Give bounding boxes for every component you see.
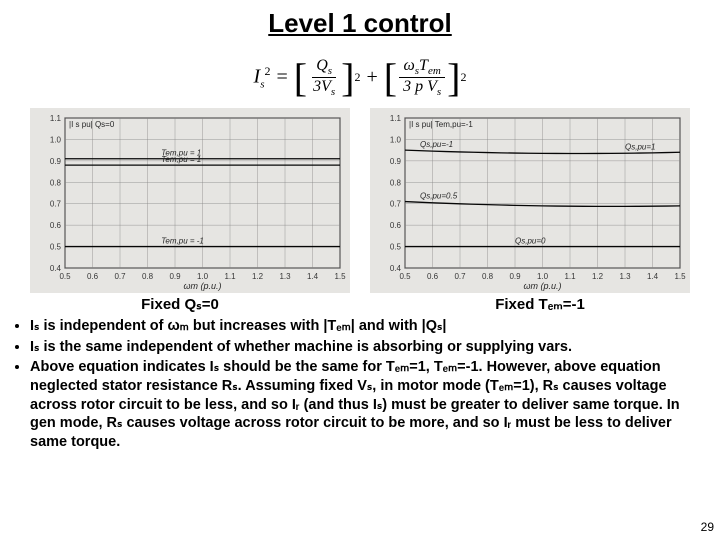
svg-text:Qs,pu=-1: Qs,pu=-1: [420, 141, 453, 150]
svg-text:0.8: 0.8: [142, 272, 154, 281]
svg-text:1.2: 1.2: [592, 272, 604, 281]
captions-row: Fixed Qₛ=0 Fixed Tₑₘ=-1: [0, 295, 720, 313]
svg-text:1.5: 1.5: [334, 272, 346, 281]
svg-text:0.5: 0.5: [59, 272, 71, 281]
svg-text:Tem,pu = -1: Tem,pu = -1: [161, 237, 204, 246]
bullet-list: Iₛ is independent of ωₘ but increases wi…: [30, 317, 700, 451]
svg-text:0.5: 0.5: [50, 243, 62, 252]
svg-text:Tem,pu = 1: Tem,pu = 1: [161, 156, 201, 165]
svg-text:0.6: 0.6: [390, 222, 402, 231]
svg-text:0.6: 0.6: [427, 272, 439, 281]
svg-text:0.8: 0.8: [50, 179, 62, 188]
svg-text:1.1: 1.1: [564, 272, 576, 281]
svg-text:0.7: 0.7: [454, 272, 466, 281]
svg-text:1.4: 1.4: [307, 272, 319, 281]
svg-text:0.6: 0.6: [50, 222, 62, 231]
svg-text:0.9: 0.9: [169, 272, 181, 281]
svg-text:0.4: 0.4: [390, 264, 402, 273]
svg-text:1.0: 1.0: [390, 136, 402, 145]
bullet-item: Iₛ is independent of ωₘ but increases wi…: [30, 317, 700, 336]
right-chart-container: 0.50.60.70.80.91.01.11.21.31.41.50.40.50…: [370, 108, 690, 293]
svg-text:1.1: 1.1: [390, 114, 402, 123]
bullet-item: Above equation indicates Iₛ should be th…: [30, 358, 700, 451]
svg-text:1.2: 1.2: [252, 272, 264, 281]
svg-text:0.4: 0.4: [50, 264, 62, 273]
svg-text:0.6: 0.6: [87, 272, 99, 281]
svg-text:0.7: 0.7: [114, 272, 126, 281]
svg-text:0.9: 0.9: [50, 157, 62, 166]
svg-text:Qs,pu=0.5: Qs,pu=0.5: [420, 192, 458, 201]
svg-text:0.9: 0.9: [390, 157, 402, 166]
right-chart: 0.50.60.70.80.91.01.11.21.31.41.50.40.50…: [370, 108, 690, 293]
svg-text:1.4: 1.4: [647, 272, 659, 281]
svg-text:0.7: 0.7: [390, 200, 402, 209]
svg-text:Qs,pu=0: Qs,pu=0: [515, 237, 546, 246]
svg-text:0.5: 0.5: [390, 243, 402, 252]
equation: Is2 = [ Qs 3Vs ]2 + [ ωsTem 3 p Vs ]2: [0, 57, 720, 98]
bullet-item: Iₛ is the same independent of whether ma…: [30, 338, 700, 357]
svg-text:|I s pu| Qs=0: |I s pu| Qs=0: [69, 120, 115, 129]
page-title: Level 1 control: [0, 0, 720, 39]
svg-text:1.3: 1.3: [279, 272, 291, 281]
svg-text:1.5: 1.5: [674, 272, 686, 281]
svg-text:0.5: 0.5: [399, 272, 411, 281]
svg-text:ωm (p.u.): ωm (p.u.): [183, 281, 221, 291]
svg-text:1.1: 1.1: [50, 114, 62, 123]
svg-text:1.0: 1.0: [50, 136, 62, 145]
svg-text:Qs,pu=1: Qs,pu=1: [625, 143, 655, 152]
page-number: 29: [701, 520, 714, 534]
svg-text:0.8: 0.8: [482, 272, 494, 281]
svg-text:0.9: 0.9: [509, 272, 521, 281]
svg-text:1.0: 1.0: [537, 272, 549, 281]
left-chart-container: 0.50.60.70.80.91.01.11.21.31.41.50.40.50…: [30, 108, 350, 293]
svg-text:ωm (p.u.): ωm (p.u.): [523, 281, 561, 291]
svg-text:0.8: 0.8: [390, 179, 402, 188]
right-caption: Fixed Tₑₘ=-1: [380, 295, 700, 313]
charts-row: 0.50.60.70.80.91.01.11.21.31.41.50.40.50…: [0, 108, 720, 293]
svg-text:1.3: 1.3: [619, 272, 631, 281]
svg-text:0.7: 0.7: [50, 200, 62, 209]
svg-text:1.0: 1.0: [197, 272, 209, 281]
left-chart: 0.50.60.70.80.91.01.11.21.31.41.50.40.50…: [30, 108, 350, 293]
svg-text:|I s pu| Tem,pu=-1: |I s pu| Tem,pu=-1: [409, 120, 473, 129]
left-caption: Fixed Qₛ=0: [20, 295, 340, 313]
svg-text:1.1: 1.1: [224, 272, 236, 281]
